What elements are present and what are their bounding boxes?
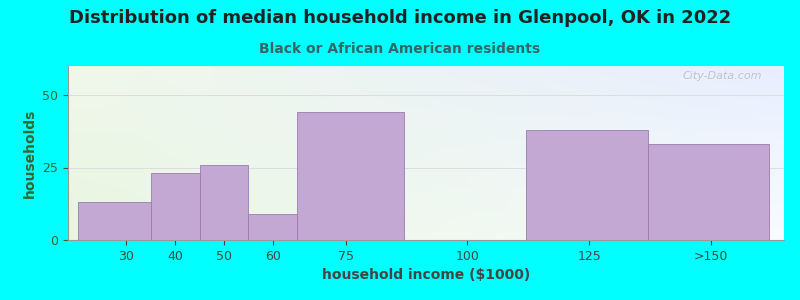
Text: Distribution of median household income in Glenpool, OK in 2022: Distribution of median household income … — [69, 9, 731, 27]
Bar — [297, 112, 404, 240]
Bar — [248, 214, 297, 240]
Bar — [199, 165, 248, 240]
Bar — [78, 202, 151, 240]
Bar — [648, 144, 770, 240]
Text: Black or African American residents: Black or African American residents — [259, 42, 541, 56]
Bar — [526, 130, 648, 240]
X-axis label: household income ($1000): household income ($1000) — [322, 268, 530, 282]
Bar — [151, 173, 199, 240]
Text: City-Data.com: City-Data.com — [683, 71, 762, 81]
Y-axis label: households: households — [22, 108, 37, 198]
